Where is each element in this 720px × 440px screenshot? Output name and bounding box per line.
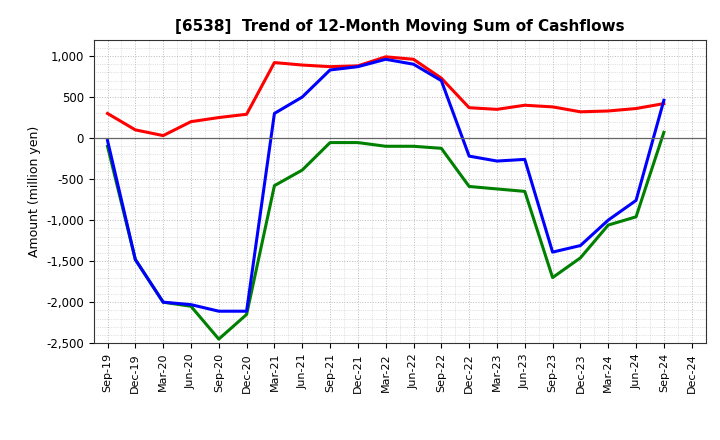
Operating Cashflow xyxy=(103,111,112,116)
Investing Cashflow xyxy=(242,312,251,317)
Investing Cashflow xyxy=(325,140,334,145)
Y-axis label: Amount (million yen): Amount (million yen) xyxy=(27,126,40,257)
Operating Cashflow xyxy=(604,108,613,114)
Investing Cashflow xyxy=(270,183,279,188)
Free Cashflow xyxy=(270,111,279,116)
Operating Cashflow xyxy=(549,104,557,110)
Investing Cashflow xyxy=(465,184,474,189)
Investing Cashflow xyxy=(631,214,640,220)
Investing Cashflow xyxy=(576,255,585,260)
Investing Cashflow xyxy=(521,189,529,194)
Operating Cashflow xyxy=(270,60,279,65)
Operating Cashflow xyxy=(298,62,307,68)
Investing Cashflow xyxy=(409,143,418,149)
Investing Cashflow xyxy=(660,130,668,135)
Operating Cashflow xyxy=(409,57,418,62)
Free Cashflow xyxy=(576,243,585,248)
Operating Cashflow xyxy=(242,112,251,117)
Operating Cashflow xyxy=(492,107,501,112)
Free Cashflow xyxy=(409,62,418,67)
Free Cashflow xyxy=(521,157,529,162)
Investing Cashflow xyxy=(103,143,112,149)
Investing Cashflow xyxy=(549,275,557,280)
Operating Cashflow xyxy=(325,64,334,70)
Free Cashflow xyxy=(437,78,446,83)
Free Cashflow xyxy=(242,308,251,314)
Investing Cashflow xyxy=(159,300,168,305)
Operating Cashflow xyxy=(437,76,446,81)
Operating Cashflow xyxy=(354,63,362,69)
Free Cashflow xyxy=(215,308,223,314)
Operating Cashflow xyxy=(215,115,223,120)
Title: [6538]  Trend of 12-Month Moving Sum of Cashflows: [6538] Trend of 12-Month Moving Sum of C… xyxy=(175,19,624,34)
Investing Cashflow xyxy=(354,140,362,145)
Investing Cashflow xyxy=(298,168,307,173)
Free Cashflow xyxy=(159,300,168,305)
Investing Cashflow xyxy=(437,146,446,151)
Operating Cashflow xyxy=(576,109,585,114)
Investing Cashflow xyxy=(186,304,195,309)
Free Cashflow xyxy=(325,67,334,73)
Free Cashflow xyxy=(604,217,613,223)
Operating Cashflow xyxy=(631,106,640,111)
Operating Cashflow xyxy=(660,101,668,106)
Free Cashflow xyxy=(354,64,362,70)
Investing Cashflow xyxy=(215,337,223,342)
Free Cashflow xyxy=(549,249,557,255)
Line: Free Cashflow: Free Cashflow xyxy=(107,59,664,311)
Line: Operating Cashflow: Operating Cashflow xyxy=(107,57,664,136)
Free Cashflow xyxy=(186,302,195,307)
Investing Cashflow xyxy=(604,222,613,227)
Free Cashflow xyxy=(631,198,640,203)
Free Cashflow xyxy=(382,57,390,62)
Investing Cashflow xyxy=(131,257,140,262)
Free Cashflow xyxy=(465,154,474,159)
Free Cashflow xyxy=(660,98,668,103)
Operating Cashflow xyxy=(131,127,140,132)
Line: Investing Cashflow: Investing Cashflow xyxy=(107,132,664,339)
Operating Cashflow xyxy=(382,54,390,59)
Free Cashflow xyxy=(131,257,140,262)
Free Cashflow xyxy=(492,158,501,164)
Free Cashflow xyxy=(298,95,307,100)
Operating Cashflow xyxy=(186,119,195,124)
Operating Cashflow xyxy=(159,133,168,138)
Investing Cashflow xyxy=(382,143,390,149)
Investing Cashflow xyxy=(492,186,501,191)
Free Cashflow xyxy=(103,138,112,143)
Operating Cashflow xyxy=(465,105,474,110)
Operating Cashflow xyxy=(521,103,529,108)
